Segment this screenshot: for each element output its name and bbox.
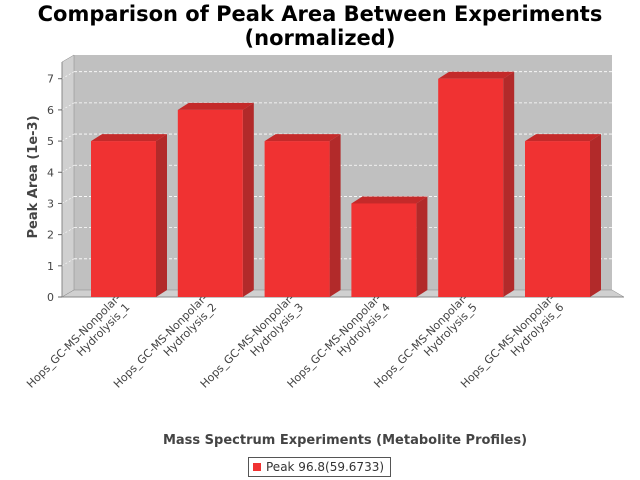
bar-top bbox=[177, 102, 254, 110]
left-wall bbox=[61, 54, 75, 298]
legend-label: Peak 96.8(59.6733) bbox=[266, 460, 385, 474]
bar-front bbox=[438, 78, 504, 297]
chart-title-line-1: Comparison of Peak Area Between Experime… bbox=[37, 2, 603, 26]
bar-top bbox=[525, 134, 601, 142]
y-tick-label: 4 bbox=[47, 166, 54, 179]
y-tick-label: 5 bbox=[47, 135, 54, 148]
x-axis-title: Mass Spectrum Experiments (Metabolite Pr… bbox=[163, 433, 527, 448]
bar-front bbox=[351, 203, 417, 297]
bar bbox=[525, 134, 601, 297]
bar-side bbox=[242, 102, 254, 297]
y-tick-label: 2 bbox=[47, 229, 54, 242]
bar-front bbox=[177, 109, 243, 297]
x-tick-labels: Hops_GC-MS-Nonpolar-Hydrolysis_1Hops_GC-… bbox=[24, 292, 566, 391]
y-tick-labels: 0 1 2 3 4 5 6 7 bbox=[47, 73, 62, 304]
chart-title: Comparison of Peak Area Between Experime… bbox=[0, 2, 640, 50]
legend-swatch bbox=[253, 463, 261, 471]
bar bbox=[177, 102, 254, 297]
chart-title-line-2: (normalized) bbox=[244, 26, 396, 50]
legend: Peak 96.8(59.6733) bbox=[248, 457, 392, 477]
bar bbox=[438, 71, 515, 297]
bar-top bbox=[264, 134, 341, 142]
y-tick-label: 7 bbox=[47, 73, 54, 86]
bar-side bbox=[416, 196, 428, 297]
bar-side bbox=[503, 71, 515, 297]
y-tick-label: 3 bbox=[47, 197, 54, 210]
bar-side bbox=[156, 134, 167, 297]
bar-front bbox=[525, 141, 590, 297]
bar-top bbox=[438, 71, 515, 79]
bar-top bbox=[351, 196, 428, 204]
y-tick-label: 0 bbox=[47, 291, 54, 304]
y-axis-title: Peak Area (1e-3) bbox=[26, 115, 41, 238]
bar-side bbox=[329, 134, 341, 297]
bar-side bbox=[590, 134, 601, 297]
bar bbox=[351, 196, 428, 297]
bar bbox=[264, 134, 341, 297]
y-tick-label: 6 bbox=[47, 104, 54, 117]
x-tick-label-line: Hops_GC-MS-Nonpolar- bbox=[24, 292, 123, 391]
bars bbox=[91, 71, 601, 297]
y-tick-label: 1 bbox=[47, 260, 54, 273]
bar-top bbox=[91, 134, 167, 142]
bar-front bbox=[264, 141, 330, 297]
bar-front bbox=[91, 141, 156, 297]
bar bbox=[91, 134, 167, 297]
